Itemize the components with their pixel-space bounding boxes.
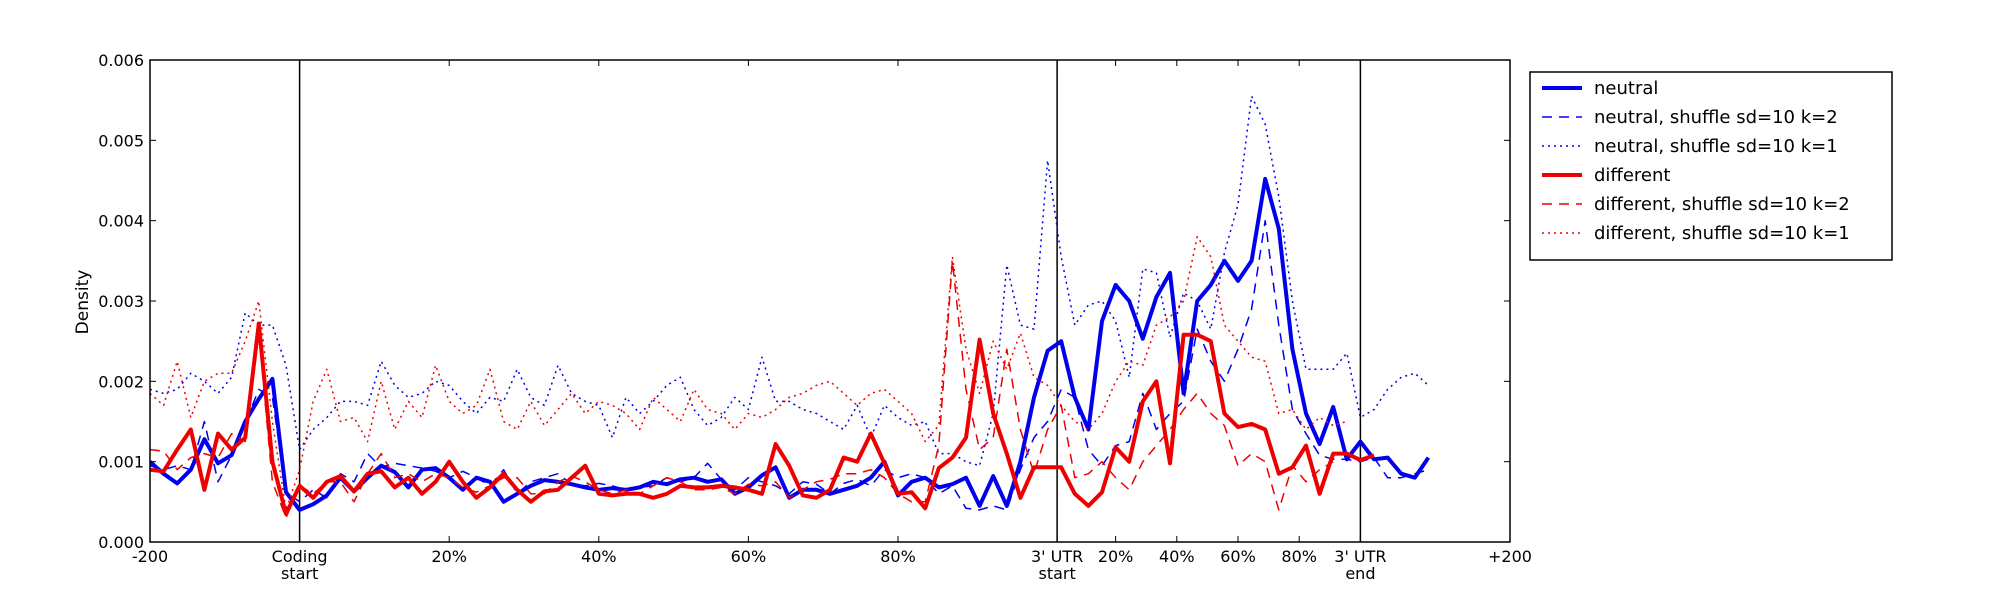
legend: neutral neutral, shuffle sd=10 k=2 neutral… (1529, 71, 1893, 261)
series-line-2 (150, 95, 1429, 467)
y-tick-label: 0.005 (98, 131, 144, 150)
x-tick-label: 3' UTR (1334, 547, 1386, 566)
y-tick-label: 0.002 (98, 372, 144, 391)
x-tick-label: 60% (731, 547, 767, 566)
series-line-5 (150, 235, 1348, 511)
x-tick-label: 80% (1281, 547, 1317, 566)
x-tick-label: 3' UTR (1031, 547, 1083, 566)
x-tick-label: start (1038, 564, 1075, 583)
y-tick-label: 0.001 (98, 453, 144, 472)
legend-label-0: neutral (1594, 78, 1658, 99)
legend-label-5: different, shuffle sd=10 k=1 (1594, 223, 1850, 244)
y-tick-label: 0.000 (98, 533, 144, 552)
x-tick-label: start (281, 564, 318, 583)
y-tick-label: 0.003 (98, 292, 144, 311)
series-line-4 (150, 260, 1334, 519)
series-line-3 (150, 321, 1375, 516)
y-axis-label: Density (73, 270, 93, 335)
x-tick-label: Coding (272, 547, 328, 566)
x-tick-label: 60% (1220, 547, 1256, 566)
legend-label-2: neutral, shuffle sd=10 k=1 (1594, 136, 1838, 157)
x-tick-label: 20% (1098, 547, 1134, 566)
legend-label-4: different, shuffle sd=10 k=2 (1594, 194, 1850, 215)
plot-frame (149, 59, 1511, 543)
y-tick-label: 0.006 (98, 51, 144, 70)
legend-frame (1529, 71, 1893, 261)
x-tick-label: 20% (431, 547, 467, 566)
y-tick-label: 0.004 (98, 212, 144, 231)
y-axis: 0.000 0.001 0.002 0.003 0.004 0.005 0.006 (98, 51, 1510, 552)
plot-area (149, 59, 1511, 543)
x-tick-label: +200 (1488, 547, 1532, 566)
legend-label-1: neutral, shuffle sd=10 k=2 (1594, 107, 1838, 128)
x-tick-label: 40% (1159, 547, 1195, 566)
x-tick-label: 40% (581, 547, 617, 566)
legend-label-3: different (1594, 165, 1670, 186)
x-tick-label: 80% (880, 547, 916, 566)
x-tick-label: end (1345, 564, 1375, 583)
x-tick-label: -200 (132, 547, 168, 566)
